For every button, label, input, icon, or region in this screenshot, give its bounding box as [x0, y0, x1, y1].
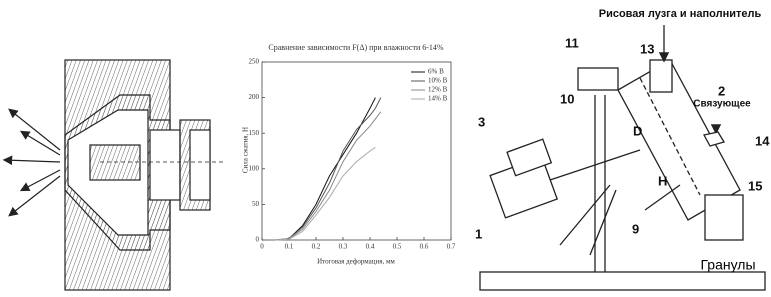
part-number: 1 — [475, 226, 482, 241]
granulator-diagram — [480, 25, 765, 290]
x-axis-label: Итоговая деформация, мм — [317, 258, 395, 266]
data-line — [276, 147, 376, 240]
x-tick-label: 0.7 — [447, 243, 456, 251]
extruder-diagram — [5, 60, 225, 290]
data-line — [276, 112, 381, 240]
part-number: 13 — [640, 41, 654, 56]
x-tick-label: 0 — [260, 243, 264, 251]
x-tick-label: 0.3 — [339, 243, 348, 251]
data-line — [276, 98, 381, 240]
dimension-label: H — [658, 173, 667, 188]
y-tick-label: 200 — [249, 93, 260, 101]
y-tick-label: 0 — [256, 236, 260, 244]
x-tick-label: 0.4 — [366, 243, 375, 251]
part-number: 10 — [560, 91, 574, 106]
x-tick-label: 0.1 — [285, 243, 294, 251]
chart-title: Сравнение зависимости F(Δ) при влажности… — [268, 43, 444, 52]
x-tick-label: 0.2 — [312, 243, 321, 251]
legend-label: 14% В — [428, 95, 448, 103]
x-tick-label: 0.5 — [393, 243, 402, 251]
feed-label: Рисовая лузга и наполнитель — [599, 8, 762, 20]
legend-label: 6% В — [428, 68, 444, 76]
y-tick-label: 50 — [252, 200, 260, 208]
data-line — [276, 98, 376, 240]
dimension-label: D — [633, 123, 642, 138]
part-number: 2 — [718, 83, 725, 98]
output-label: Гранулы — [700, 257, 755, 273]
legend-label: 12% В — [428, 86, 448, 94]
y-tick-label: 250 — [249, 58, 260, 66]
y-tick-label: 150 — [249, 129, 260, 137]
binder-label: Связующее — [693, 99, 751, 110]
legend-label: 10% В — [428, 77, 448, 85]
part-number: 9 — [632, 221, 639, 236]
part-number: 15 — [748, 178, 762, 193]
page: Сравнение зависимости F(Δ) при влажности… — [0, 0, 771, 297]
y-tick-label: 100 — [249, 164, 260, 172]
part-number: 3 — [478, 114, 485, 129]
chart: Сравнение зависимости F(Δ) при влажности… — [242, 43, 456, 266]
part-number: 14 — [755, 133, 770, 148]
part-number: 11 — [565, 35, 579, 50]
x-tick-label: 0.6 — [420, 243, 429, 251]
plot-frame — [262, 62, 451, 240]
